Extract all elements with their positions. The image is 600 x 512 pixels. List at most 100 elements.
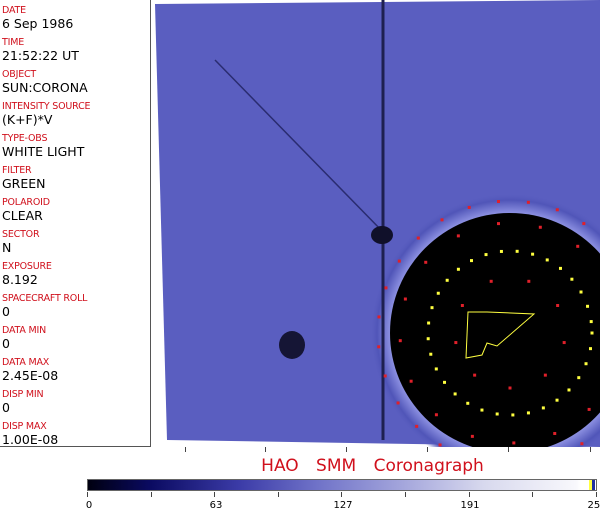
overlay-polygon xyxy=(465,311,536,359)
yellow-marker xyxy=(589,320,593,324)
red-marker xyxy=(403,297,407,301)
colorbar-end-stripe xyxy=(589,480,592,490)
red-marker xyxy=(398,339,402,343)
red-marker xyxy=(553,431,557,435)
red-marker xyxy=(543,373,547,377)
yellow-marker xyxy=(511,413,515,417)
yellow-marker xyxy=(426,337,430,341)
yellow-marker xyxy=(545,258,549,262)
yellow-marker xyxy=(577,376,581,380)
field-value: WHITE LIGHT xyxy=(2,144,85,159)
field-value: 1.00E-08 xyxy=(2,432,59,447)
field-value: 0 xyxy=(2,400,10,415)
pylon-blob xyxy=(371,226,393,244)
occulting-disk xyxy=(390,213,600,453)
header-info-panel: DATE 6 Sep 1986 TIME 21:52:22 UT OBJECT SUN:C… xyxy=(0,0,151,447)
field-value: 2.45E-08 xyxy=(2,368,59,383)
field-label: INTENSITY SOURCE xyxy=(2,101,91,112)
red-marker xyxy=(416,236,420,240)
red-marker xyxy=(527,279,531,283)
red-marker xyxy=(489,279,493,283)
colorbar-tick xyxy=(532,492,534,497)
field-value: SUN:CORONA xyxy=(2,80,88,95)
colorbar-tick xyxy=(87,492,88,497)
colorbar-tick xyxy=(595,492,597,497)
image-axis-tick xyxy=(185,447,186,452)
yellow-marker xyxy=(586,304,590,308)
yellow-marker xyxy=(495,412,499,416)
yellow-marker xyxy=(484,253,488,257)
coronagraph-image xyxy=(151,0,600,473)
field-value: 6 Sep 1986 xyxy=(2,16,74,31)
red-marker xyxy=(580,442,584,446)
colorbar-tick-label: 191 xyxy=(460,500,480,511)
red-marker xyxy=(409,379,413,383)
colorbar-tick xyxy=(341,492,343,497)
coronagraph-image-svg xyxy=(155,0,600,473)
red-marker xyxy=(512,441,516,445)
red-marker xyxy=(397,259,401,263)
field-label: DATA MIN xyxy=(2,325,46,336)
yellow-marker xyxy=(558,266,562,270)
colorbar xyxy=(87,479,597,491)
image-axis-tick xyxy=(346,447,347,452)
yellow-marker xyxy=(588,347,592,351)
field-value: CLEAR xyxy=(2,208,43,223)
red-marker xyxy=(424,260,428,264)
image-axis-tick xyxy=(265,447,266,452)
yellow-marker xyxy=(567,388,571,392)
pylon-wire xyxy=(214,59,384,233)
red-marker xyxy=(470,434,474,438)
colorbar-tick-label: 127 xyxy=(333,500,353,511)
yellow-marker xyxy=(436,291,440,295)
chart-title: HAO SMM Coronagraph xyxy=(261,456,484,476)
red-marker xyxy=(456,234,460,238)
yellow-marker xyxy=(456,267,460,271)
field-label: TIME xyxy=(2,37,25,48)
red-marker xyxy=(377,315,381,319)
yellow-marker xyxy=(470,259,474,263)
yellow-marker xyxy=(466,401,470,405)
field-label: POLAROID xyxy=(2,197,50,208)
field-label: FILTER xyxy=(2,165,32,176)
colorbar-tick-label: 63 xyxy=(209,500,223,511)
yellow-marker xyxy=(526,411,530,415)
colorbar-end-stripe xyxy=(592,480,595,490)
red-marker xyxy=(562,341,566,345)
red-marker xyxy=(454,341,458,345)
field-label: TYPE-OBS xyxy=(2,133,48,144)
colorbar-tick xyxy=(468,492,470,497)
colorbar-tick-label: 255 xyxy=(587,500,600,511)
red-marker xyxy=(555,208,559,212)
red-marker xyxy=(496,200,500,204)
field-label: SECTOR xyxy=(2,229,40,240)
red-marker xyxy=(440,218,444,222)
red-marker xyxy=(587,407,591,411)
yellow-marker xyxy=(430,306,434,310)
image-axis-tick xyxy=(427,447,428,452)
field-label: OBJECT xyxy=(2,69,37,80)
yellow-marker xyxy=(499,249,503,253)
field-value: 21:52:22 UT xyxy=(2,48,79,63)
field-label: DISP MAX xyxy=(2,421,47,432)
red-marker xyxy=(415,424,419,428)
dark-spot xyxy=(279,331,305,359)
red-marker xyxy=(460,304,464,307)
yellow-marker xyxy=(570,277,574,281)
yellow-marker xyxy=(429,352,433,356)
red-marker xyxy=(526,200,530,204)
colorbar-tick xyxy=(150,492,152,497)
yellow-marker xyxy=(427,321,431,325)
field-label: DISP MIN xyxy=(2,389,44,400)
overlay-markers xyxy=(377,200,594,466)
field-value: 8.192 xyxy=(2,272,38,287)
yellow-marker xyxy=(434,367,438,371)
red-marker xyxy=(582,222,586,226)
field-label: EXPOSURE xyxy=(2,261,52,272)
colorbar-tick xyxy=(405,492,406,497)
field-value: 0 xyxy=(2,304,10,319)
red-marker xyxy=(556,304,560,307)
yellow-marker xyxy=(445,278,449,282)
colorbar-tick xyxy=(277,492,279,497)
red-marker xyxy=(576,244,580,248)
